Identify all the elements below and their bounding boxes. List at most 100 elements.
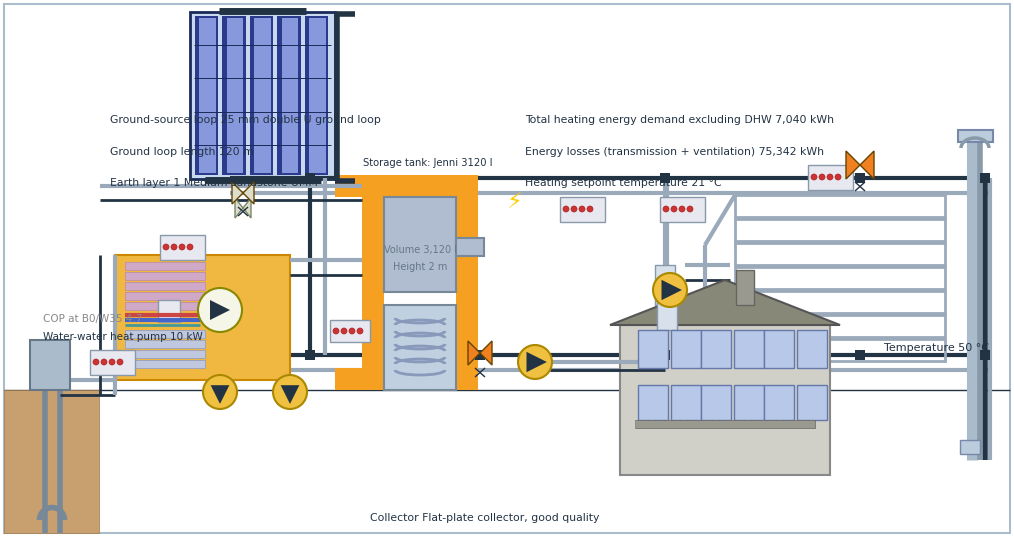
Bar bbox=[125, 340, 205, 348]
Text: ⚡: ⚡ bbox=[506, 193, 522, 213]
Bar bbox=[735, 291, 945, 313]
Bar bbox=[305, 350, 315, 360]
Bar bbox=[125, 292, 205, 300]
Bar bbox=[282, 18, 298, 173]
Circle shape bbox=[671, 206, 677, 212]
Bar bbox=[255, 18, 271, 173]
Text: Temperature 50 °C: Temperature 50 °C bbox=[884, 343, 990, 353]
Bar bbox=[125, 282, 205, 290]
Bar bbox=[960, 440, 980, 454]
Circle shape bbox=[108, 359, 115, 365]
Bar bbox=[735, 339, 945, 361]
Circle shape bbox=[679, 206, 685, 212]
Bar bbox=[277, 16, 300, 175]
Circle shape bbox=[163, 244, 169, 250]
Bar bbox=[30, 340, 70, 390]
Text: Volume 3,120 l: Volume 3,120 l bbox=[383, 245, 456, 255]
Circle shape bbox=[187, 244, 193, 250]
Bar bbox=[660, 173, 670, 183]
Circle shape bbox=[198, 288, 242, 332]
Bar bbox=[657, 290, 677, 330]
Bar bbox=[160, 235, 205, 260]
Bar bbox=[335, 368, 365, 390]
Bar bbox=[456, 238, 484, 256]
Bar bbox=[384, 305, 456, 390]
Bar bbox=[249, 16, 273, 175]
Circle shape bbox=[587, 206, 593, 212]
Bar bbox=[200, 18, 216, 173]
Bar bbox=[125, 350, 205, 358]
Bar bbox=[855, 173, 865, 183]
Circle shape bbox=[93, 359, 99, 365]
Circle shape bbox=[117, 359, 123, 365]
Bar bbox=[304, 16, 328, 175]
Bar bbox=[125, 330, 205, 338]
Circle shape bbox=[101, 359, 107, 365]
Polygon shape bbox=[661, 280, 681, 300]
Circle shape bbox=[179, 244, 185, 250]
Bar bbox=[735, 243, 945, 265]
Bar bbox=[309, 18, 325, 173]
Text: Collector Flat-plate collector, good quality: Collector Flat-plate collector, good qua… bbox=[370, 513, 599, 523]
Text: Storage tank: Jenni 3120 l: Storage tank: Jenni 3120 l bbox=[363, 158, 493, 169]
Bar bbox=[362, 175, 384, 390]
Polygon shape bbox=[281, 385, 299, 404]
Bar bbox=[195, 16, 218, 175]
Bar bbox=[330, 320, 370, 342]
Bar bbox=[4, 390, 99, 533]
Bar bbox=[384, 197, 456, 292]
Bar bbox=[125, 272, 205, 280]
Bar bbox=[125, 262, 205, 270]
Bar bbox=[808, 165, 853, 190]
Text: Water-water heat pump 10 kW: Water-water heat pump 10 kW bbox=[43, 332, 203, 342]
Circle shape bbox=[518, 345, 552, 379]
Bar bbox=[125, 302, 205, 310]
Bar bbox=[797, 385, 827, 420]
Bar bbox=[362, 368, 478, 390]
Polygon shape bbox=[468, 341, 492, 365]
Bar bbox=[735, 195, 945, 217]
Bar bbox=[190, 12, 335, 179]
Bar bbox=[855, 350, 865, 360]
Bar bbox=[335, 175, 365, 197]
Circle shape bbox=[203, 375, 237, 409]
Bar bbox=[764, 330, 794, 368]
Bar bbox=[797, 330, 827, 368]
Text: Energy losses (transmission + ventilation) 75,342 kWh: Energy losses (transmission + ventilatio… bbox=[525, 147, 824, 157]
Bar bbox=[671, 330, 701, 368]
Bar bbox=[158, 300, 180, 322]
Circle shape bbox=[341, 328, 347, 334]
Text: Earth layer 1 Medium sandstone UMM: Earth layer 1 Medium sandstone UMM bbox=[110, 178, 317, 188]
Text: Height 2 m: Height 2 m bbox=[392, 262, 447, 272]
Bar bbox=[655, 265, 675, 305]
Polygon shape bbox=[846, 151, 874, 179]
Circle shape bbox=[827, 174, 832, 180]
Circle shape bbox=[333, 328, 339, 334]
Bar bbox=[735, 315, 945, 337]
Circle shape bbox=[273, 375, 307, 409]
Bar bbox=[560, 197, 605, 222]
Bar bbox=[620, 325, 830, 475]
Circle shape bbox=[571, 206, 577, 212]
Bar bbox=[980, 350, 990, 360]
Circle shape bbox=[663, 206, 669, 212]
Circle shape bbox=[819, 174, 825, 180]
Circle shape bbox=[579, 206, 585, 212]
Bar bbox=[638, 385, 668, 420]
Circle shape bbox=[811, 174, 817, 180]
Bar bbox=[305, 173, 315, 183]
Bar bbox=[734, 330, 764, 368]
Bar bbox=[660, 197, 705, 222]
Bar bbox=[222, 16, 245, 175]
Circle shape bbox=[171, 244, 177, 250]
Bar bbox=[125, 360, 205, 368]
Circle shape bbox=[687, 206, 693, 212]
Bar bbox=[735, 267, 945, 289]
Circle shape bbox=[653, 273, 687, 307]
Bar bbox=[701, 330, 731, 368]
Bar bbox=[735, 270, 753, 305]
Bar bbox=[115, 255, 290, 380]
Bar bbox=[958, 130, 993, 142]
Circle shape bbox=[563, 206, 569, 212]
Bar bbox=[456, 175, 478, 390]
